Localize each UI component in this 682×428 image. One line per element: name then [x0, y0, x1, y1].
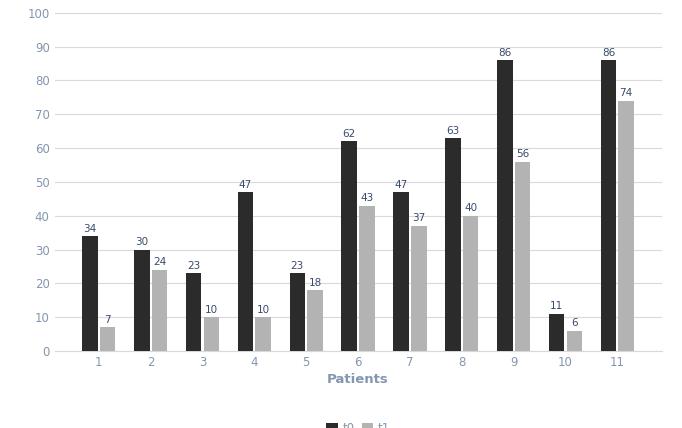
Bar: [567, 331, 582, 351]
Text: 10: 10: [256, 305, 269, 315]
Text: 74: 74: [619, 89, 633, 98]
Bar: [342, 141, 357, 351]
Bar: [463, 216, 478, 351]
Text: 6: 6: [571, 318, 578, 328]
Text: 10: 10: [205, 305, 218, 315]
X-axis label: Patients: Patients: [327, 373, 389, 386]
Bar: [497, 60, 513, 351]
Bar: [394, 192, 409, 351]
Bar: [411, 226, 426, 351]
Bar: [601, 60, 617, 351]
Text: 7: 7: [104, 315, 111, 325]
Text: 47: 47: [394, 180, 408, 190]
Bar: [100, 327, 115, 351]
Bar: [238, 192, 253, 351]
Text: 23: 23: [291, 261, 304, 271]
Text: 63: 63: [446, 125, 460, 136]
Bar: [151, 270, 167, 351]
Text: 30: 30: [135, 237, 149, 247]
Bar: [619, 101, 634, 351]
Bar: [549, 314, 565, 351]
Text: 43: 43: [360, 193, 374, 203]
Text: 62: 62: [342, 129, 356, 139]
Legend: t0, t1: t0, t1: [321, 417, 395, 428]
Text: 23: 23: [187, 261, 201, 271]
Bar: [515, 162, 530, 351]
Bar: [445, 138, 461, 351]
Text: 47: 47: [239, 180, 252, 190]
Text: 18: 18: [308, 278, 322, 288]
Bar: [186, 273, 201, 351]
Text: 34: 34: [83, 224, 97, 234]
Text: 86: 86: [498, 48, 512, 58]
Text: 37: 37: [412, 214, 426, 223]
Bar: [134, 250, 149, 351]
Text: 40: 40: [464, 203, 477, 213]
Bar: [307, 290, 323, 351]
Text: 24: 24: [153, 258, 166, 268]
Bar: [82, 236, 98, 351]
Bar: [203, 317, 219, 351]
Text: 56: 56: [516, 149, 529, 159]
Text: 86: 86: [602, 48, 615, 58]
Bar: [290, 273, 305, 351]
Bar: [255, 317, 271, 351]
Bar: [359, 205, 374, 351]
Text: 11: 11: [550, 301, 563, 312]
